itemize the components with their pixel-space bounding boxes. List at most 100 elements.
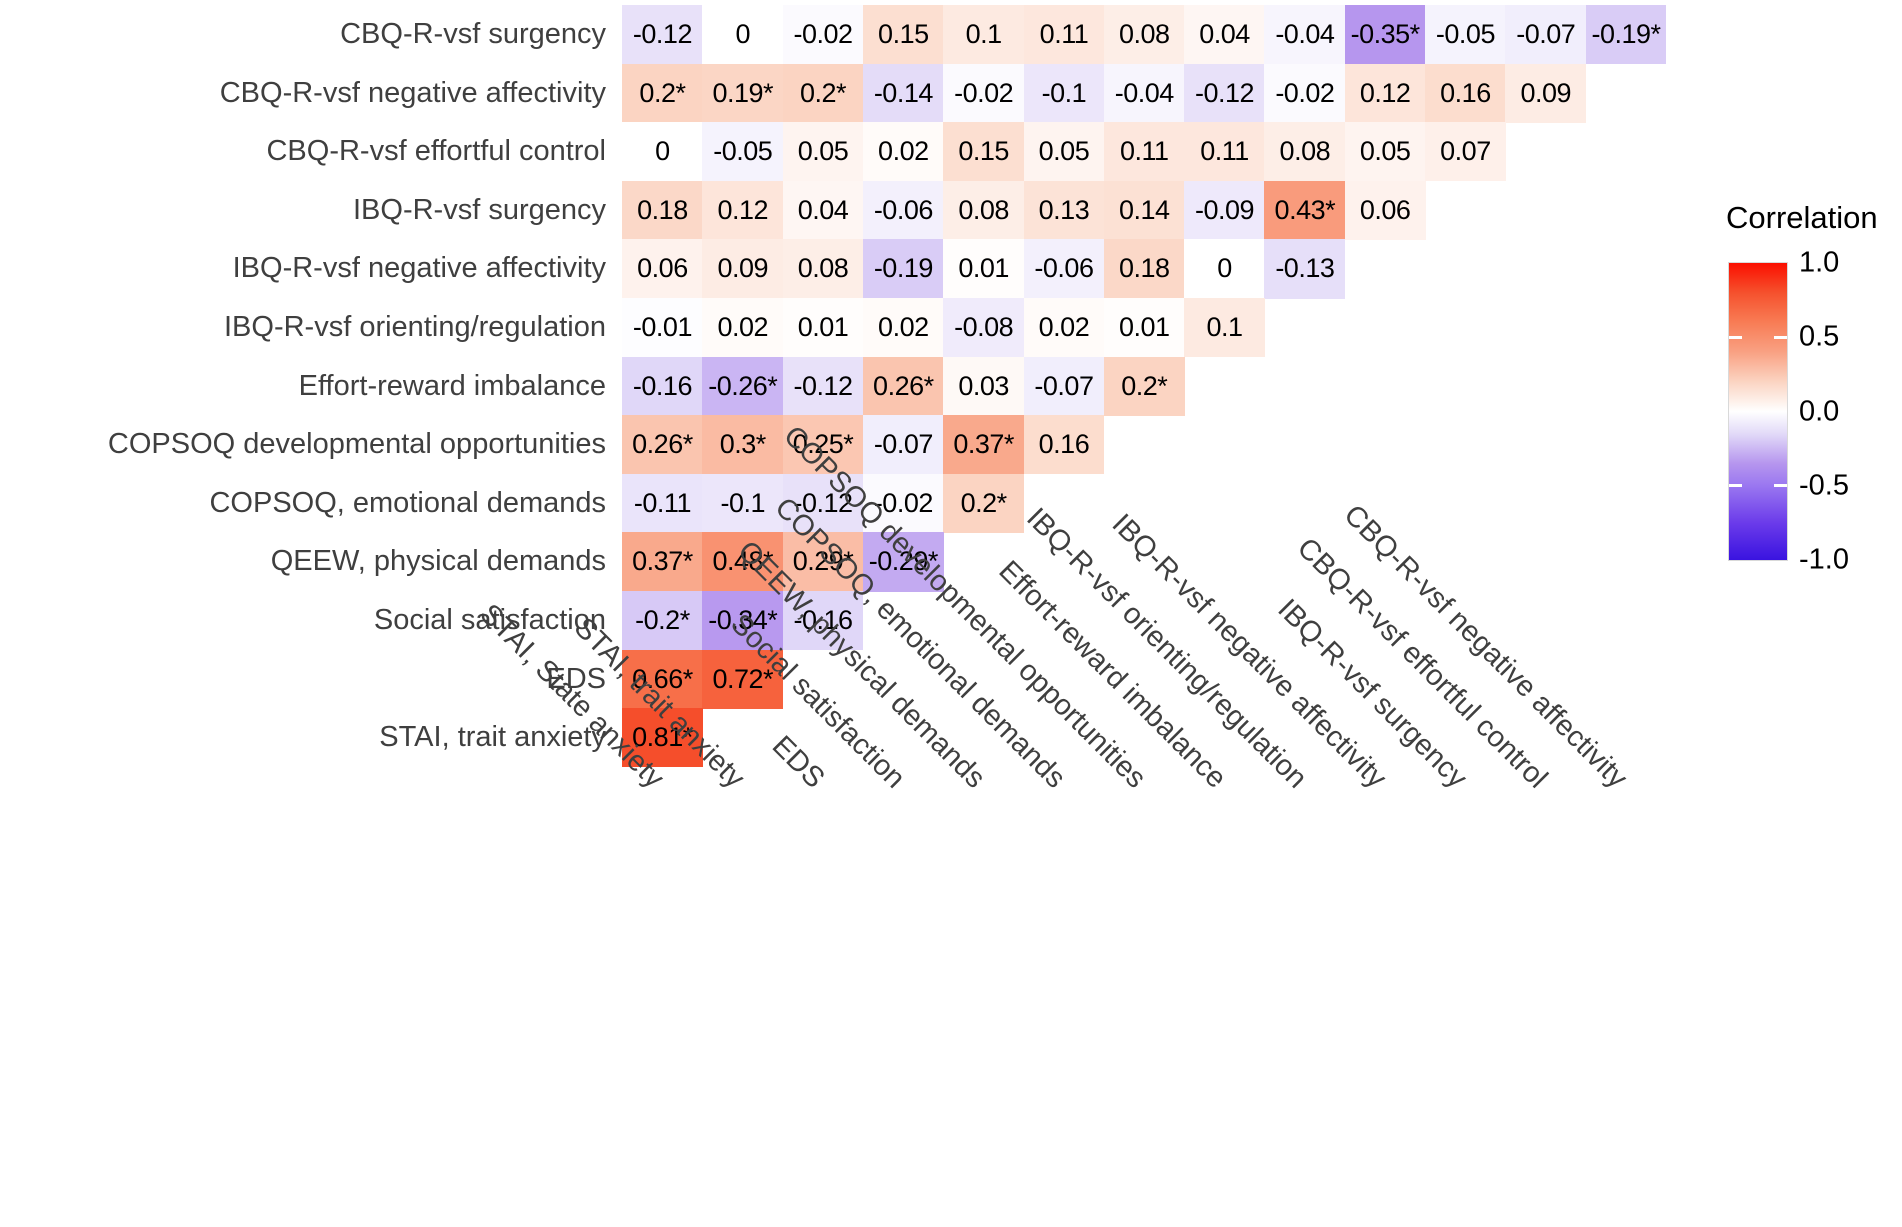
- correlation-cell: -0.07: [1023, 356, 1105, 416]
- correlation-cell: 0.1: [943, 5, 1025, 65]
- correlation-cell: 0.01: [943, 239, 1025, 299]
- correlation-cell: 0.12: [702, 180, 784, 240]
- correlation-cell: 0.09: [702, 239, 784, 299]
- correlation-cell: -0.04: [1103, 63, 1185, 123]
- correlation-cell: 0.48*: [702, 532, 784, 592]
- row-label: Social satisfaction: [373, 604, 606, 636]
- correlation-cell: 0.08: [943, 180, 1025, 240]
- correlation-cell: 0.16: [1023, 415, 1105, 475]
- correlation-cell: 0.05: [1023, 122, 1105, 182]
- correlation-cell: -0.19: [862, 239, 944, 299]
- row-label: QEEW, physical demands: [270, 545, 606, 578]
- correlation-cell: 0: [702, 5, 784, 65]
- correlation-cell: -0.12: [1184, 63, 1265, 123]
- correlation-cell: -0.11: [622, 473, 703, 533]
- correlation-cell: -0.06: [862, 180, 944, 240]
- correlation-cell: -0.05: [702, 122, 784, 182]
- correlation-cell: -0.02: [782, 5, 864, 65]
- legend-title: Correlation: [1726, 200, 1878, 235]
- column-label: EDS: [765, 729, 831, 795]
- correlation-cell: 0.29*: [782, 532, 864, 592]
- correlation-cell: 0.08: [1264, 122, 1346, 182]
- legend-tick-label: -0.5: [1799, 469, 1849, 502]
- correlation-cell: -0.07: [1505, 5, 1587, 65]
- correlation-cell: -0.14: [862, 63, 944, 123]
- row-label: CBQ-R-vsf negative affectivity: [219, 76, 606, 109]
- correlation-cell: -0.35*: [1344, 5, 1426, 65]
- correlation-cell: 0.02: [862, 298, 944, 358]
- correlation-cell: -0.13: [1264, 239, 1346, 299]
- correlation-cell: 0.16: [1425, 63, 1506, 123]
- correlation-cell: 0.11: [1184, 122, 1265, 182]
- correlation-cell: -0.12: [782, 473, 864, 533]
- correlation-cell: 0: [1184, 239, 1265, 299]
- correlation-cell: -0.01: [622, 298, 703, 358]
- correlation-cell: 0.12: [1344, 63, 1426, 123]
- correlation-cell: -0.26*: [702, 356, 784, 416]
- correlation-cell: 0.05: [782, 122, 864, 182]
- correlation-cell: -0.05: [1425, 5, 1506, 65]
- correlation-cell: 0.01: [1103, 298, 1185, 358]
- legend-tick-mark: [1774, 484, 1787, 488]
- correlation-cell: 0.2*: [1103, 356, 1185, 416]
- row-label: IBQ-R-vsf negative affectivity: [232, 252, 606, 285]
- correlation-cell: 0.01: [782, 298, 864, 358]
- legend-tick-mark: [1729, 484, 1742, 488]
- correlation-cell: -0.02: [1264, 63, 1346, 123]
- correlation-cell: 0.2*: [622, 63, 703, 123]
- correlation-cell: 0.66*: [622, 649, 703, 709]
- correlation-cell: 0.14: [1103, 180, 1185, 240]
- correlation-cell: 0.3*: [702, 415, 784, 475]
- correlation-cell: 0.18: [1103, 239, 1185, 299]
- correlation-cell: 0.06: [1344, 180, 1426, 240]
- correlation-cell: 0: [622, 122, 703, 182]
- correlation-cell: 0.08: [1103, 5, 1185, 65]
- correlation-cell: -0.08: [943, 298, 1025, 358]
- correlation-cell: 0.05: [1344, 122, 1426, 182]
- legend-tick-label: 0.0: [1799, 395, 1840, 427]
- row-label: CBQ-R-vsf effortful control: [266, 135, 606, 168]
- correlation-cell: 0.18: [622, 180, 703, 240]
- correlation-cell: 0.02: [862, 122, 944, 182]
- correlation-cell: 0.19*: [702, 63, 784, 123]
- correlation-cell: 0.15: [862, 5, 944, 65]
- correlation-cell: 0.81*: [622, 708, 703, 768]
- row-label: IBQ-R-vsf surgency: [353, 193, 606, 226]
- correlation-cell: 0.02: [702, 298, 784, 358]
- correlation-cell: 0.02: [1023, 298, 1105, 358]
- correlation-cell: -0.1: [702, 473, 784, 533]
- row-label: Effort-reward imbalance: [298, 369, 606, 402]
- correlation-cell: 0.26*: [622, 415, 703, 475]
- correlation-cell: 0.07: [1425, 122, 1506, 182]
- correlation-cell: 0.37*: [943, 415, 1025, 475]
- correlation-cell: -0.06: [1023, 239, 1105, 299]
- correlation-cell: -0.07: [862, 415, 944, 475]
- legend-colorbar: [1728, 262, 1788, 561]
- correlation-cell: 0.11: [1023, 5, 1105, 65]
- legend-tick-label: -1.0: [1799, 543, 1849, 576]
- correlation-cell: 0.11: [1103, 122, 1185, 182]
- correlation-cell: 0.04: [1184, 5, 1265, 65]
- correlation-cell: 0.26*: [862, 356, 944, 416]
- correlation-cell: -0.16: [782, 591, 864, 651]
- correlation-cell: -0.34*: [702, 591, 784, 651]
- legend-tick-mark: [1729, 335, 1742, 339]
- correlation-cell: -0.02: [943, 63, 1025, 123]
- correlation-cell: 0.43*: [1264, 180, 1346, 240]
- correlation-cell: -0.29*: [862, 532, 944, 592]
- row-label: COPSOQ developmental opportunities: [107, 428, 606, 461]
- correlation-cell: -0.19*: [1585, 5, 1667, 65]
- row-label: STAI, trait anxiety: [379, 721, 606, 754]
- correlation-cell: 0.09: [1505, 63, 1587, 123]
- correlation-cell: 0.1: [1184, 298, 1265, 358]
- row-label: IBQ-R-vsf orienting/regulation: [224, 311, 606, 343]
- legend-tick-label: 1.0: [1799, 246, 1840, 279]
- correlation-cell: -0.16: [622, 356, 703, 416]
- correlation-cell: -0.02: [862, 473, 944, 533]
- correlation-cell: -0.04: [1264, 5, 1346, 65]
- legend-tick-mark: [1774, 335, 1787, 339]
- correlation-cell: 0.13: [1023, 180, 1105, 240]
- correlation-cell: 0.25*: [782, 415, 864, 475]
- correlation-cell: 0.03: [943, 356, 1025, 416]
